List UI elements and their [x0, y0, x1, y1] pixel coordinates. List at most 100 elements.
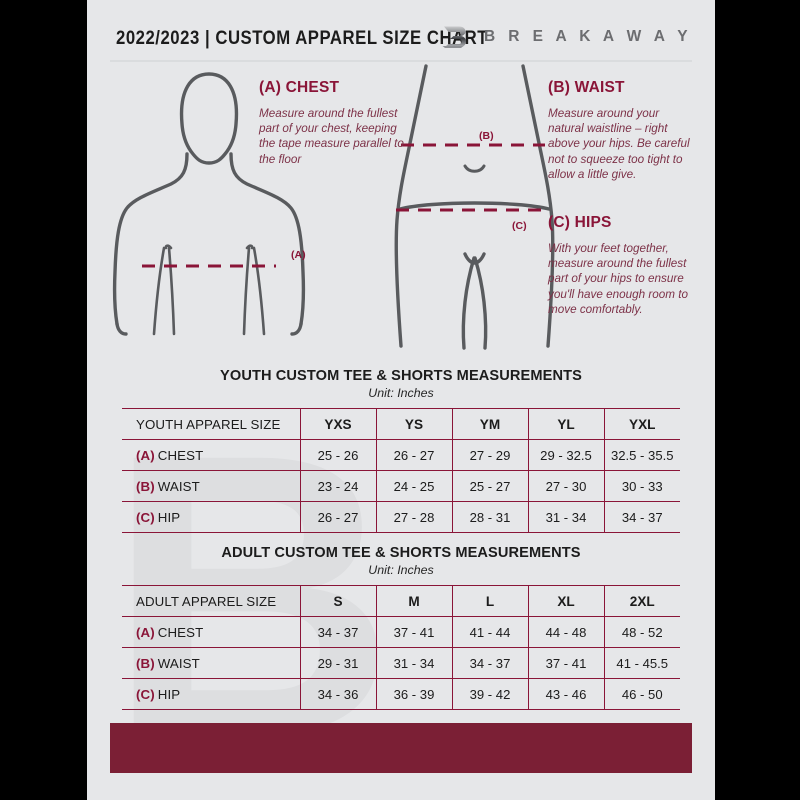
cell-adult-chest-m: 37 - 41 — [375, 616, 452, 648]
row-tag-a: (A) — [136, 447, 155, 463]
youth-row-label-waist: (B) WAIST — [122, 470, 300, 502]
size-chart-page: B 2022/2023 | CUSTOM APPAREL SIZE CHART — [87, 0, 715, 800]
cell-youth-chest-yl: 29 - 32.5 — [527, 439, 604, 471]
waist-line-label: (B) — [479, 130, 494, 142]
column-header-s: S — [299, 585, 376, 617]
page-header: 2022/2023 | CUSTOM APPAREL SIZE CHART — [87, 0, 715, 62]
cell-adult-chest-s: 34 - 37 — [299, 616, 376, 648]
cell-adult-chest-l: 41 - 44 — [451, 616, 528, 648]
youth-row-header-label: YOUTH APPAREL SIZE — [122, 408, 300, 440]
row-label-waist: WAIST — [157, 655, 200, 671]
table-row: (B) WAIST 29 - 31 31 - 34 34 - 37 37 - 41… — [122, 647, 680, 679]
table-row: (B) WAIST 23 - 24 24 - 25 25 - 27 27 - 30… — [122, 470, 680, 502]
cell-adult-hip-2xl: 46 - 50 — [603, 678, 680, 710]
adult-table-title: ADULT CUSTOM TEE & SHORTS MEASUREMENTS — [221, 545, 581, 561]
cell-youth-hip-yxs: 26 - 27 — [299, 501, 376, 533]
row-label-chest: CHEST — [157, 447, 204, 463]
youth-table-title: YOUTH CUSTOM TEE & SHORTS MEASUREMENTS — [220, 368, 582, 384]
table-header-row: YOUTH APPAREL SIZE YXS YS YM YL YXL — [122, 408, 680, 440]
cell-youth-hip-ym: 28 - 31 — [451, 501, 528, 533]
table-row: (A) CHEST 34 - 37 37 - 41 41 - 44 44 - 48… — [122, 616, 680, 648]
adult-row-header-label: ADULT APPAREL SIZE — [122, 585, 300, 617]
row-tag-b: (B) — [136, 478, 155, 494]
cell-adult-hip-m: 36 - 39 — [375, 678, 452, 710]
brand-wordmark: B R E A K A W A Y — [484, 28, 692, 45]
callout-chest-body: Measure around the fullest part of your … — [259, 107, 404, 166]
youth-size-table: YOUTH APPAREL SIZE YXS YS YM YL YXL (A) C… — [122, 408, 680, 533]
cell-youth-waist-yl: 27 - 30 — [527, 470, 604, 502]
youth-table-unit: Unit: Inches — [368, 386, 434, 400]
youth-row-label-hip: (C) HIP — [122, 501, 300, 533]
cell-youth-hip-yxl: 34 - 37 — [603, 501, 680, 533]
callout-chest: (A) CHEST Measure around the fullest par… — [259, 79, 409, 167]
footer-bar — [110, 723, 692, 773]
breakaway-b-logo-icon — [442, 26, 466, 48]
cell-youth-hip-yl: 31 - 34 — [527, 501, 604, 533]
cell-adult-chest-xl: 44 - 48 — [527, 616, 604, 648]
youth-size-table-section: YOUTH CUSTOM TEE & SHORTS MEASUREMENTS U… — [122, 368, 680, 533]
callout-hips-body: With your feet together, measure around … — [548, 242, 688, 316]
callout-waist-heading: (B) WAIST — [548, 79, 625, 96]
cell-youth-chest-yxs: 25 - 26 — [299, 439, 376, 471]
row-label-waist: WAIST — [157, 478, 200, 494]
table-row: (C) HIP 26 - 27 27 - 28 28 - 31 31 - 34 3… — [122, 501, 680, 533]
cell-adult-chest-2xl: 48 - 52 — [603, 616, 680, 648]
cell-youth-chest-ym: 27 - 29 — [451, 439, 528, 471]
adult-size-table-section: ADULT CUSTOM TEE & SHORTS MEASUREMENTS U… — [122, 545, 680, 710]
cell-adult-waist-l: 34 - 37 — [451, 647, 528, 679]
page-title: 2022/2023 | CUSTOM APPAREL SIZE CHART — [116, 28, 489, 49]
table-header-row: ADULT APPAREL SIZE S M L XL 2XL — [122, 585, 680, 617]
callout-waist-body: Measure around your natural waistline – … — [548, 107, 690, 181]
cell-adult-waist-s: 29 - 31 — [299, 647, 376, 679]
upper-body-figure — [112, 72, 306, 336]
adult-row-label-chest: (A) CHEST — [122, 616, 300, 648]
cell-youth-chest-yxl: 32.5 - 35.5 — [603, 439, 680, 471]
column-header-ym: YM — [451, 408, 528, 440]
cell-adult-hip-s: 34 - 36 — [299, 678, 376, 710]
row-label-hip: HIP — [157, 686, 181, 702]
column-header-m: M — [375, 585, 452, 617]
cell-youth-hip-ys: 27 - 28 — [375, 501, 452, 533]
column-header-yxs: YXS — [299, 408, 376, 440]
measurement-illustrations: (A) (B) (C) (A) CHEST Me — [87, 62, 715, 362]
cell-adult-waist-m: 31 - 34 — [375, 647, 452, 679]
brand-logo: B R E A K A W A Y — [440, 22, 692, 52]
column-header-yxl: YXL — [603, 408, 680, 440]
cell-adult-hip-l: 39 - 42 — [451, 678, 528, 710]
cell-youth-waist-ys: 24 - 25 — [375, 470, 452, 502]
lower-body-figure — [394, 64, 555, 350]
cell-youth-waist-ym: 25 - 27 — [451, 470, 528, 502]
column-header-yl: YL — [527, 408, 604, 440]
adult-row-label-waist: (B) WAIST — [122, 647, 300, 679]
callout-hips-heading: (C) HIPS — [548, 214, 612, 231]
row-tag-a: (A) — [136, 624, 155, 640]
row-tag-c: (C) — [136, 686, 155, 702]
callout-hips: (C) HIPS With your feet together, measur… — [548, 214, 698, 317]
cell-youth-chest-ys: 26 - 27 — [375, 439, 452, 471]
navel-mark — [463, 164, 486, 173]
youth-row-label-chest: (A) CHEST — [122, 439, 300, 471]
row-tag-c: (C) — [136, 509, 155, 525]
hips-line-label: (C) — [512, 220, 527, 232]
callout-chest-heading: (A) CHEST — [259, 79, 340, 96]
adult-size-table: ADULT APPAREL SIZE S M L XL 2XL (A) CHEST… — [122, 585, 680, 710]
table-row: (C) HIP 34 - 36 36 - 39 39 - 42 43 - 46 4… — [122, 678, 680, 710]
cell-adult-waist-xl: 37 - 41 — [527, 647, 604, 679]
row-label-chest: CHEST — [157, 624, 204, 640]
cell-youth-waist-yxs: 23 - 24 — [299, 470, 376, 502]
column-header-l: L — [451, 585, 528, 617]
cell-adult-waist-2xl: 41 - 45.5 — [603, 647, 680, 679]
callout-waist: (B) WAIST Measure around your natural wa… — [548, 79, 696, 182]
cell-adult-hip-xl: 43 - 46 — [527, 678, 604, 710]
row-label-hip: HIP — [157, 509, 181, 525]
row-tag-b: (B) — [136, 655, 155, 671]
adult-table-unit: Unit: Inches — [368, 563, 434, 577]
chest-line-label: (A) — [291, 249, 306, 261]
cell-youth-waist-yxl: 30 - 33 — [603, 470, 680, 502]
column-header-2xl: 2XL — [603, 585, 680, 617]
table-row: (A) CHEST 25 - 26 26 - 27 27 - 29 29 - 32… — [122, 439, 680, 471]
adult-row-label-hip: (C) HIP — [122, 678, 300, 710]
column-header-ys: YS — [375, 408, 452, 440]
column-header-xl: XL — [527, 585, 604, 617]
